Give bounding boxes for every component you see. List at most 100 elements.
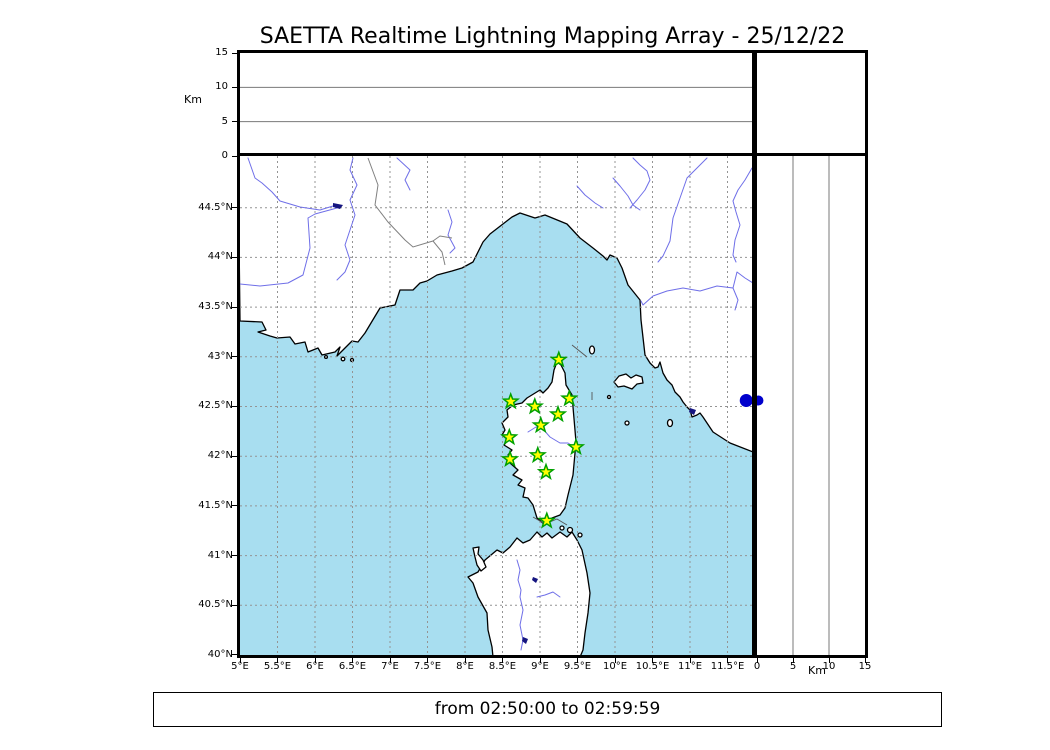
lma-station-marker (566, 437, 586, 456)
time-window-box: from 02:50:00 to 02:59:59 (153, 692, 942, 727)
stations-and-sources (500, 350, 752, 529)
lon-tick-mark (689, 658, 691, 663)
maddalena-1 (559, 525, 565, 531)
lma-station-marker (560, 388, 579, 407)
lon-tick-mark (239, 658, 241, 663)
lon-tick-label: 9.5°E (563, 661, 592, 672)
lat-tick-label: 43°N (207, 350, 233, 362)
hyeres-island-1 (340, 356, 346, 362)
lon-tick-label: 10.5°E (635, 661, 670, 672)
river-var (336, 157, 358, 281)
border-branch (432, 235, 453, 242)
river-sardinia-2 (536, 591, 561, 598)
altitude-latitude-panel (754, 153, 868, 658)
lake-coghinas (532, 577, 538, 583)
river-scrivia (629, 157, 651, 209)
lake-sardinia-2 (522, 637, 528, 644)
lon-tick-mark (314, 658, 316, 663)
lma-station-marker (531, 415, 551, 434)
lon-tick-label: 5.5°E (263, 661, 292, 672)
lon-tick-label: 6.5°E (338, 661, 367, 672)
altitude-tick-label-right: 15 (858, 661, 872, 672)
altitude-tick-mark-right (864, 658, 866, 663)
lat-tick-mark (232, 604, 237, 606)
altitude-longitude-panel (237, 50, 755, 159)
lma-station-marker (500, 449, 520, 467)
altitude-tick-label-left: 0 (221, 150, 228, 161)
river-arno (640, 271, 752, 306)
lon-tick-mark (539, 658, 541, 663)
lma-station-marker (525, 396, 545, 415)
france-italy-border (367, 157, 446, 266)
islet-1 (606, 394, 612, 400)
altitude-tick-label-left: 5 (221, 115, 228, 127)
altitude-tick-mark-left (232, 121, 237, 123)
altitude-tick-mark-right (792, 658, 794, 663)
lat-tick-mark (232, 405, 237, 407)
river-durance-upper (247, 157, 334, 211)
altitude-tick-label-left: 10 (215, 81, 228, 93)
page-title: SAETTA Realtime Lightning Mapping Array … (259, 24, 846, 49)
river-verdon (396, 157, 411, 191)
lon-tick-label: 10°E (602, 661, 628, 672)
river-coghinas (516, 559, 524, 651)
lon-tick-label: 7.5°E (413, 661, 442, 672)
landmasses (240, 156, 752, 655)
altitude-tick-label-right: 0 (753, 661, 761, 672)
river-taro (612, 177, 641, 211)
lon-tick-mark (502, 658, 503, 663)
mainland-coast (240, 156, 752, 453)
corsica-coast (501, 361, 577, 526)
map-gridlines (240, 156, 752, 655)
lat-tick-mark (232, 306, 237, 308)
lat-tick-mark (232, 256, 237, 258)
lon-tick-label: 11.5°E (710, 661, 745, 672)
lat-tick-mark (232, 505, 237, 507)
map-plot (240, 156, 752, 655)
lat-tick-mark (232, 356, 237, 358)
pianosa-island (624, 420, 630, 426)
lma-station-marker (537, 511, 556, 529)
river-arno-branch (732, 287, 739, 311)
lat-tick-mark (232, 555, 237, 557)
lon-tick-label: 11°E (677, 661, 703, 672)
lat-tick-mark (232, 455, 237, 457)
lon-tick-label: 7°E (381, 661, 399, 672)
time-window-text: from 02:50:00 to 02:59:59 (434, 699, 661, 719)
river-trebbia (657, 157, 708, 263)
lat-tick-label: 40.5°N (198, 599, 233, 611)
altitude-tick-mark-left (232, 52, 237, 54)
lat-tick-label: 44°N (207, 251, 233, 263)
lma-station-marker (500, 427, 519, 446)
altitude-tick-label-right: 5 (789, 661, 797, 672)
lon-tick-mark (427, 658, 428, 663)
altitude-tick-label-right: 10 (822, 661, 836, 672)
lightning-source-point (739, 394, 752, 408)
lon-tick-mark (652, 658, 653, 663)
lat-tick-label: 42.5°N (198, 400, 233, 412)
lat-tick-label: 41.5°N (198, 499, 233, 511)
altitude-axis-label-left: Km (184, 93, 202, 106)
lon-tick-mark (277, 658, 278, 663)
altitude-tick-label-left: 15 (215, 47, 228, 58)
map-panel (237, 153, 755, 658)
lon-tick-label: 9°E (531, 661, 549, 672)
lat-tick-label: 41°N (207, 549, 233, 561)
rivers-lakes-borders (240, 157, 752, 651)
lon-tick-mark (577, 658, 578, 663)
lon-tick-mark (727, 658, 728, 663)
river-serchio (732, 167, 752, 263)
asinara-island (472, 546, 487, 572)
altitude-tick-mark-right (756, 658, 758, 663)
river-durance-lower (240, 207, 338, 287)
maddalena-3 (577, 532, 583, 538)
giglio-island (666, 418, 674, 428)
lake-sainte-croix (333, 203, 343, 209)
altitude-latitude-plot (757, 156, 830, 655)
orbetello-lagoon (689, 408, 696, 415)
altitude-axis-label-right: Km (808, 664, 826, 677)
sardinia-coast (467, 531, 591, 655)
lat-tick-label: 43.5°N (198, 301, 233, 313)
lon-tick-label: 8.5°E (488, 661, 517, 672)
